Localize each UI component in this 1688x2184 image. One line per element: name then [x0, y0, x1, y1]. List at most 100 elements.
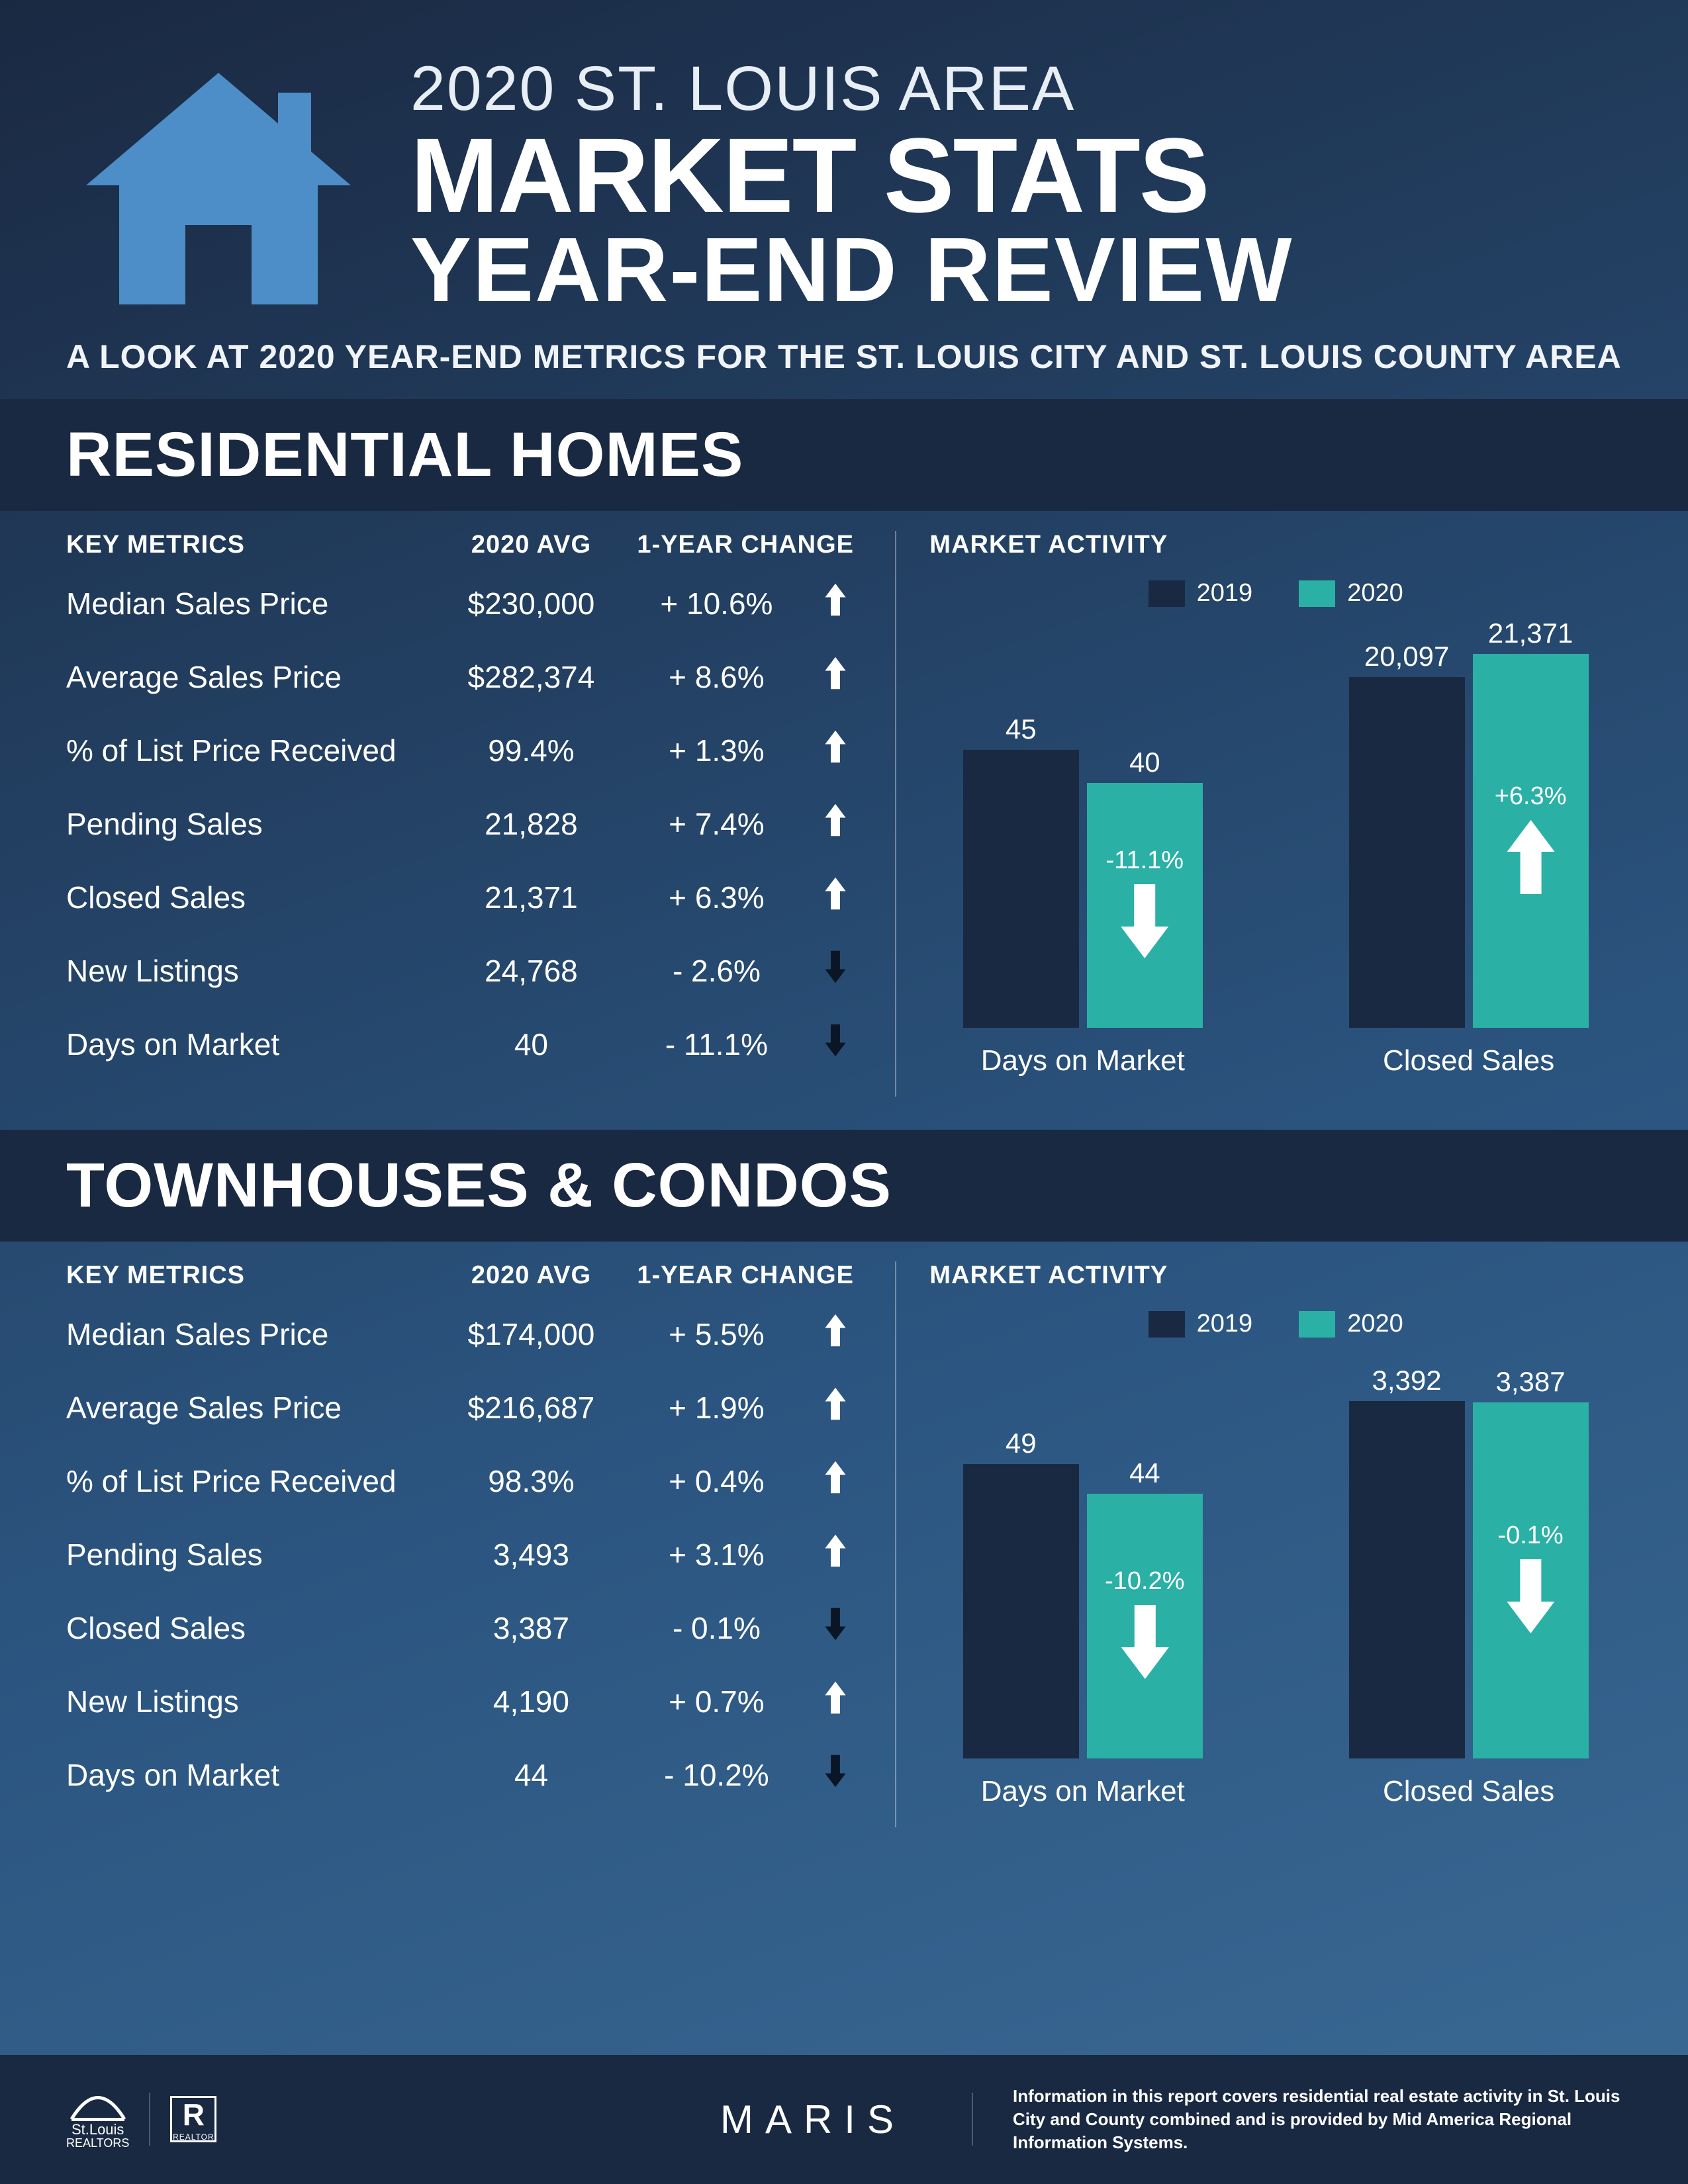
trend-arrow-icon [809, 1754, 862, 1796]
swatch-icon [1299, 1311, 1335, 1338]
chart-label: Days on Market [981, 1775, 1185, 1808]
metric-avg: 3,387 [438, 1610, 624, 1646]
metric-avg: 98.3% [438, 1463, 624, 1499]
stlouis-realtors-logo: St.Louis REALTORS [66, 2089, 129, 2149]
activity-column: MARKET ACTIVITY 2019 2020 49 44 -10.2% [895, 1261, 1622, 1827]
charts-row: 45 40 -11.1% Days on Market 20, [929, 627, 1622, 1077]
trend-arrow-icon [809, 1023, 862, 1065]
metric-change: + 0.4% [624, 1463, 809, 1499]
maris-logo: MARIS [720, 2097, 906, 2142]
metric-avg: 4,190 [438, 1684, 624, 1719]
legend-2020: 2020 [1299, 1310, 1403, 1338]
title-market-stats: MARKET STATS [410, 125, 1622, 226]
trend-arrow-icon [809, 1680, 862, 1722]
bar-overlay: +6.3% [1495, 782, 1567, 900]
metric-avg: $174,000 [438, 1316, 624, 1352]
bar-fill [1349, 1401, 1465, 1758]
page: 2020 ST. LOUIS AREA MARKET STATS YEAR-EN… [0, 0, 1688, 2184]
activity-column: MARKET ACTIVITY 2019 2020 45 40 -11.1% [895, 531, 1622, 1097]
metric-change: + 10.6% [624, 586, 809, 621]
metric-label: Pending Sales [66, 1537, 438, 1572]
metric-row: Days on Market 44 - 10.2% [66, 1754, 862, 1796]
chart-label: Closed Sales [1383, 1044, 1554, 1077]
metric-row: New Listings 24,768 - 2.6% [66, 950, 862, 991]
metrics-column: KEY METRICS 2020 AVG 1-YEAR CHANGE Media… [66, 531, 895, 1097]
metric-label: New Listings [66, 953, 438, 989]
metric-row: Median Sales Price $230,000 + 10.6% [66, 582, 862, 624]
bar-2020: 40 -11.1% [1087, 783, 1203, 1028]
bar-2019: 3,392 [1349, 1401, 1465, 1758]
bar-pair: 20,097 21,371 +6.3% [1349, 644, 1589, 1028]
metric-avg: $282,374 [438, 659, 624, 695]
metric-avg: 21,371 [438, 880, 624, 915]
trend-arrow-icon [809, 950, 862, 991]
metric-avg: 24,768 [438, 953, 624, 989]
activity-title: MARKET ACTIVITY [929, 531, 1622, 559]
trend-arrow-icon [809, 803, 862, 844]
header-key-metrics: KEY METRICS [66, 1261, 438, 1290]
metric-row: Median Sales Price $174,000 + 5.5% [66, 1313, 862, 1355]
metric-change: + 3.1% [624, 1537, 809, 1572]
swatch-icon [1149, 580, 1185, 607]
trend-arrow-icon [809, 1387, 862, 1428]
subtitle: A LOOK AT 2020 YEAR-END METRICS FOR THE … [66, 338, 1622, 376]
footer-divider [149, 2093, 150, 2146]
bar-value-2019: 45 [963, 713, 1079, 745]
overlay-pct: -11.1% [1106, 846, 1184, 875]
header-key-metrics: KEY METRICS [66, 531, 438, 559]
house-icon [66, 53, 371, 321]
metric-label: Pending Sales [66, 806, 438, 842]
section-header: TOWNHOUSES & CONDOS [0, 1130, 1688, 1242]
metric-label: Days on Market [66, 1757, 438, 1793]
bar-value-2020: 44 [1087, 1457, 1203, 1489]
chart-legend: 2019 2020 [929, 1310, 1622, 1338]
bar-2019: 45 [963, 750, 1079, 1028]
metric-label: New Listings [66, 1684, 438, 1719]
overlay-pct: -0.1% [1497, 1522, 1563, 1550]
footer-disclaimer: Information in this report covers reside… [1013, 2085, 1622, 2154]
bar-fill: -11.1% [1087, 783, 1203, 1028]
metric-row: Closed Sales 21,371 + 6.3% [66, 876, 862, 918]
bar-2019: 49 [963, 1464, 1079, 1758]
metric-label: Closed Sales [66, 880, 438, 915]
metric-row: % of List Price Received 99.4% + 1.3% [66, 729, 862, 771]
bar-pair: 45 40 -11.1% [963, 644, 1203, 1028]
bar-fill [963, 750, 1079, 1028]
legend-2019: 2019 [1149, 579, 1253, 608]
section-body: KEY METRICS 2020 AVG 1-YEAR CHANGE Media… [66, 1242, 1622, 1860]
title-block: 2020 ST. LOUIS AREA MARKET STATS YEAR-EN… [410, 53, 1622, 315]
trend-arrow-icon [809, 656, 862, 698]
trend-arrow-icon [809, 729, 862, 771]
swatch-icon [1149, 1311, 1185, 1338]
trend-arrow-icon [809, 582, 862, 624]
section-header: RESIDENTIAL HOMES [0, 399, 1688, 511]
section-title: RESIDENTIAL HOMES [66, 419, 1622, 491]
bar-fill: -0.1% [1473, 1402, 1589, 1758]
chart-group: 20,097 21,371 +6.3% Closed Sales [1349, 644, 1589, 1077]
metric-label: Average Sales Price [66, 1390, 438, 1426]
metric-change: + 6.3% [624, 880, 809, 915]
metric-avg: $230,000 [438, 586, 624, 621]
metric-change: + 7.4% [624, 806, 809, 842]
bar-2020: 21,371 +6.3% [1473, 654, 1589, 1028]
footer-logos: St.Louis REALTORS RREALTOR [66, 2089, 216, 2149]
title-year-end: YEAR-END REVIEW [410, 226, 1622, 315]
bar-pair: 49 44 -10.2% [963, 1375, 1203, 1758]
metric-change: + 5.5% [624, 1316, 809, 1352]
section-title: TOWNHOUSES & CONDOS [66, 1150, 1622, 1222]
column-headers: KEY METRICS 2020 AVG 1-YEAR CHANGE [66, 531, 862, 559]
bar-fill: +6.3% [1473, 654, 1589, 1028]
footer: St.Louis REALTORS RREALTOR MARIS Informa… [0, 2055, 1688, 2184]
overlay-pct: -10.2% [1105, 1567, 1184, 1596]
trend-arrow-icon [809, 1533, 862, 1575]
column-headers: KEY METRICS 2020 AVG 1-YEAR CHANGE [66, 1261, 862, 1290]
metric-label: Closed Sales [66, 1610, 438, 1646]
bar-value-2020: 21,371 [1473, 617, 1589, 649]
legend-2019: 2019 [1149, 1310, 1253, 1338]
bar-overlay: -11.1% [1106, 846, 1184, 964]
metric-change: - 0.1% [624, 1610, 809, 1646]
metric-change: + 1.9% [624, 1390, 809, 1426]
chart-label: Closed Sales [1383, 1775, 1554, 1808]
metric-row: Average Sales Price $282,374 + 8.6% [66, 656, 862, 698]
trend-arrow-icon [809, 1313, 862, 1355]
